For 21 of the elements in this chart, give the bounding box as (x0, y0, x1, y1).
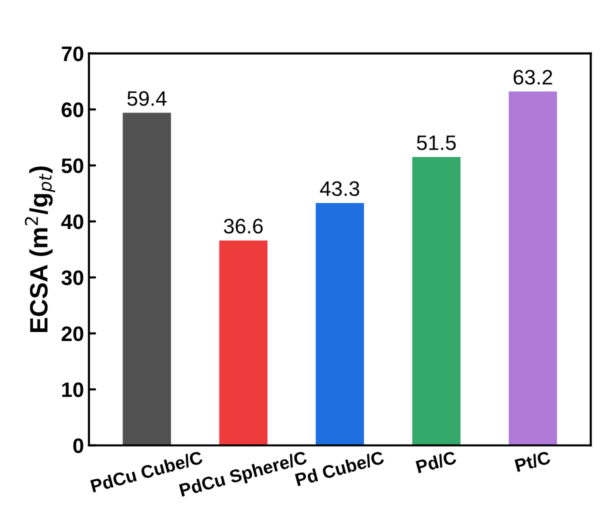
y-tick-label: 70 (62, 46, 84, 62)
data-label: 36.6 (224, 218, 263, 234)
y-tick-label: 0 (73, 438, 84, 454)
y-tick-label: 50 (62, 158, 84, 174)
y-tick-label: 30 (61, 270, 84, 286)
x-tick-label: Pt/C (514, 450, 552, 472)
data-label: 43.3 (320, 181, 360, 196)
bar (316, 202, 364, 446)
bar (412, 157, 460, 446)
bar (508, 92, 558, 446)
y-tick-label: 60 (62, 102, 84, 118)
y-tick-label: 40 (61, 214, 84, 230)
y-axis-title: ECSA (m$^{2}$/g$_{pt}$) (24, 166, 56, 332)
y-tick-label: 20 (62, 326, 84, 342)
data-label: 63.2 (514, 70, 552, 85)
bar (219, 240, 268, 446)
x-tick-label: Pd/C (416, 450, 458, 474)
bar (122, 112, 171, 446)
y-tick-label: 10 (62, 382, 84, 398)
data-label: 51.5 (416, 136, 456, 150)
data-label: 59.4 (127, 91, 167, 106)
